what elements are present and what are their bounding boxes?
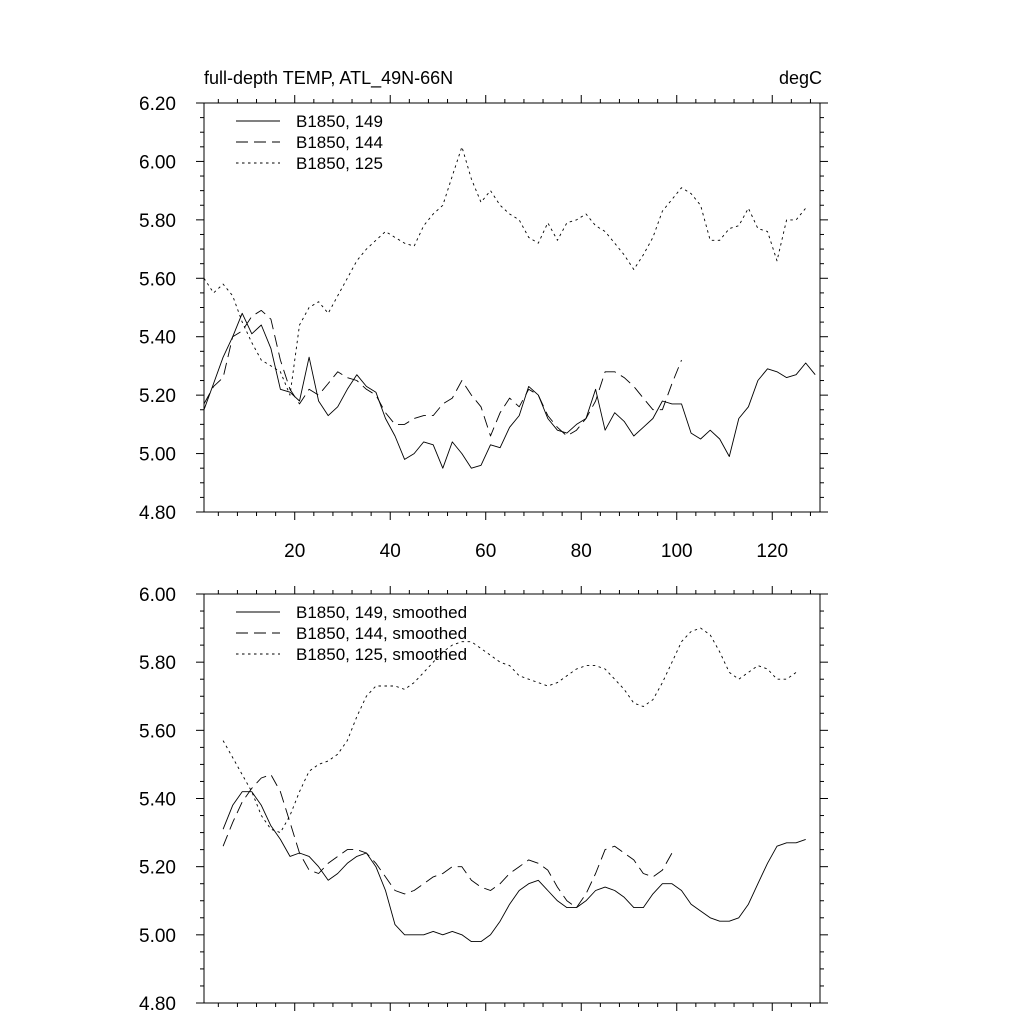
plot-frame (203, 593, 821, 1004)
series-line-dashed (203, 309, 682, 437)
y-tick-label: 5.80 (139, 211, 176, 232)
series-line-solid (203, 312, 816, 469)
top-chart: full-depth TEMP, ATL_49N-66N degC 4.80 5.… (139, 68, 828, 562)
y-tick-label: 5.20 (139, 386, 176, 407)
x-tick-label: 80 (571, 541, 592, 562)
legend: B1850, 149, smoothed B1850, 144, smoothed… (236, 603, 467, 664)
legend-label: B1850, 149, smoothed (296, 603, 467, 622)
y-tick-label: 4.80 (139, 994, 176, 1015)
series-layer (203, 146, 816, 469)
y-tick-label: 5.00 (139, 445, 176, 466)
series-line-solid (222, 791, 806, 943)
tick-labels: 4.80 5.00 5.20 5.40 5.60 5.80 6.00 6.20 20 40 60 80… (139, 94, 788, 562)
x-tick-label: 60 (475, 541, 496, 562)
y-tick-label: 6.20 (139, 94, 176, 115)
y-tick-label: 5.20 (139, 858, 176, 879)
x-tick-label: 40 (380, 541, 401, 562)
series-line-dotted (203, 146, 807, 396)
y-tick-label: 4.80 (139, 503, 176, 524)
legend-label: B1850, 144, smoothed (296, 624, 467, 643)
units-label: degC (779, 68, 822, 88)
x-tick-label: 120 (756, 541, 788, 562)
series-layer (222, 627, 806, 943)
legend-label: B1850, 149 (296, 112, 383, 131)
legend-label: B1850, 125 (296, 154, 383, 173)
y-tick-label: 6.00 (139, 585, 176, 606)
plot-frame (203, 102, 821, 513)
axis-ticks (196, 586, 828, 1011)
series-line-dotted (222, 627, 797, 834)
y-tick-label: 5.60 (139, 721, 176, 742)
x-tick-label: 100 (661, 541, 693, 562)
bottom-chart: 4.80 5.00 5.20 5.40 5.60 5.80 6.00 B1850, 149,… (139, 585, 828, 1015)
y-tick-label: 5.00 (139, 926, 176, 947)
axis-ticks (196, 95, 828, 520)
y-tick-label: 5.80 (139, 653, 176, 674)
legend: B1850, 149 B1850, 144 B1850, 125 (236, 112, 383, 173)
legend-label: B1850, 125, smoothed (296, 645, 467, 664)
chart-title: full-depth TEMP, ATL_49N-66N (204, 68, 453, 89)
series-line-dashed (222, 774, 673, 909)
y-tick-label: 5.40 (139, 328, 176, 349)
y-tick-label: 5.60 (139, 269, 176, 290)
y-tick-label: 5.40 (139, 790, 176, 811)
x-tick-label: 20 (284, 541, 305, 562)
tick-labels: 4.80 5.00 5.20 5.40 5.60 5.80 6.00 (139, 585, 176, 1015)
legend-label: B1850, 144 (296, 133, 383, 152)
y-tick-label: 6.00 (139, 152, 176, 173)
